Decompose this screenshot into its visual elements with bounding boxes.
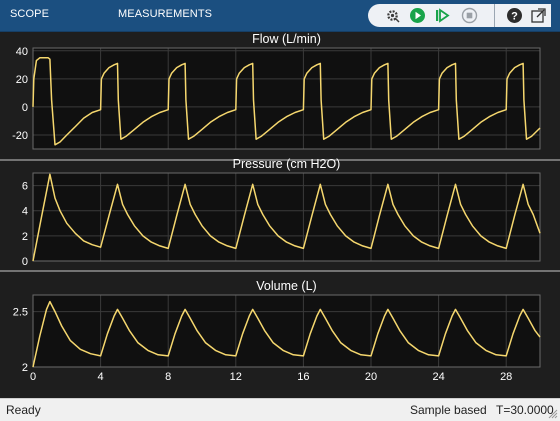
- axes-background: [33, 173, 540, 261]
- plot-title: Volume (L): [256, 279, 316, 293]
- settings-gear-icon[interactable]: [384, 7, 401, 24]
- plot-title: Flow (L/min): [252, 32, 321, 46]
- run-controls: [368, 4, 494, 27]
- y-tick-label: 2: [22, 231, 28, 243]
- resize-grip-icon[interactable]: [548, 409, 558, 419]
- x-tick-label: 20: [365, 371, 377, 383]
- x-tick-label: 28: [500, 371, 512, 383]
- x-tick-label: 0: [30, 371, 36, 383]
- y-tick-label: 40: [16, 46, 28, 58]
- y-tick-label: 4: [22, 206, 28, 218]
- axes-background: [33, 295, 540, 367]
- tab-scope[interactable]: SCOPE: [10, 8, 50, 20]
- y-tick-label: 20: [16, 74, 28, 86]
- y-tick-label: 0: [22, 102, 28, 114]
- svg-text:?: ?: [511, 11, 518, 23]
- axes-frame: [32, 294, 541, 368]
- step-forward-icon[interactable]: [434, 7, 451, 24]
- stop-icon[interactable]: [461, 7, 478, 24]
- x-tick-label: 16: [297, 371, 309, 383]
- signal-trace: [32, 173, 541, 262]
- x-tick-label: 12: [230, 371, 242, 383]
- help-icon[interactable]: ?: [506, 7, 523, 24]
- signal-trace: [32, 300, 541, 368]
- simulation-time: T=30.0000: [496, 403, 554, 417]
- tab-measurements[interactable]: MEASUREMENTS: [118, 8, 213, 20]
- y-tick-label: -20: [12, 130, 28, 142]
- undock-icon[interactable]: [530, 7, 547, 24]
- x-tick-label: 24: [432, 371, 444, 383]
- scope-display: 40 20 0 -20 Flow (L/min) 6 4 2 0 Pressure (cm H2O…: [0, 32, 560, 396]
- x-tick-label: 4: [98, 371, 104, 383]
- plot-title: Pressure (cm H2O): [233, 157, 341, 171]
- sampling-mode: Sample based: [410, 403, 487, 417]
- signal-trace: [32, 57, 541, 146]
- y-tick-label: 2: [22, 362, 28, 374]
- y-tick-label: 0: [22, 256, 28, 268]
- axes-frame: [32, 172, 541, 262]
- y-tick-label: 6: [22, 181, 28, 193]
- y-tick-label: 2.5: [13, 307, 28, 319]
- help-controls: ?: [494, 4, 551, 27]
- axes-background: [33, 48, 540, 149]
- status-text: Ready: [6, 403, 41, 417]
- status-bar: Ready Sample based T=30.0000: [0, 398, 560, 421]
- run-icon[interactable]: [409, 7, 426, 24]
- toolstrip: SCOPE MEASUREMENTS ?: [0, 0, 560, 32]
- x-tick-label: 8: [165, 371, 171, 383]
